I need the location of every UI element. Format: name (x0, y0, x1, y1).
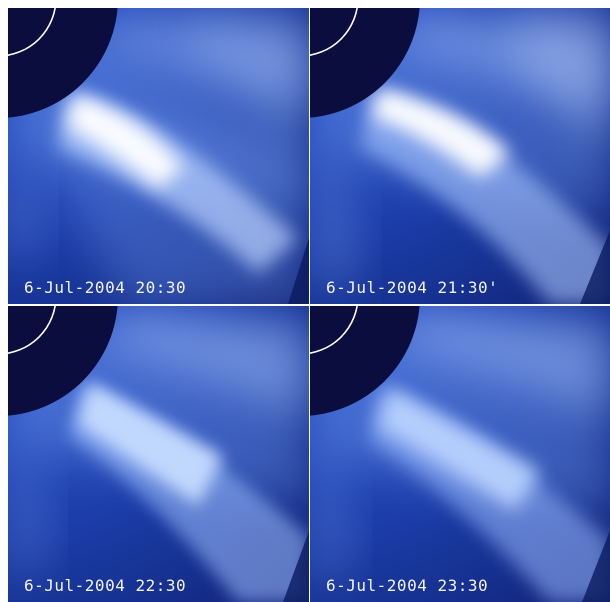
timestamp-label-3: 6-Jul-2004 22:30 (24, 576, 187, 595)
coronagraph-panel-4: 6-Jul-2004 23:30 (310, 306, 610, 602)
coronagraph-image-3 (8, 306, 309, 602)
coronagraph-image-grid: 6-Jul-2004 20:30 6-Jul- (8, 8, 610, 602)
coronagraph-image-4 (310, 306, 610, 602)
timestamp-label-1: 6-Jul-2004 20:30 (24, 278, 187, 297)
timestamp-label-2: 6-Jul-2004 21:30' (326, 278, 499, 297)
coronagraph-image-1 (8, 8, 309, 304)
coronagraph-panel-3: 6-Jul-2004 22:30 (8, 306, 309, 602)
coronagraph-panel-1: 6-Jul-2004 20:30 (8, 8, 309, 304)
coronagraph-panel-2: 6-Jul-2004 21:30' (310, 8, 610, 304)
coronagraph-image-2 (310, 8, 610, 304)
timestamp-label-4: 6-Jul-2004 23:30 (326, 576, 489, 595)
